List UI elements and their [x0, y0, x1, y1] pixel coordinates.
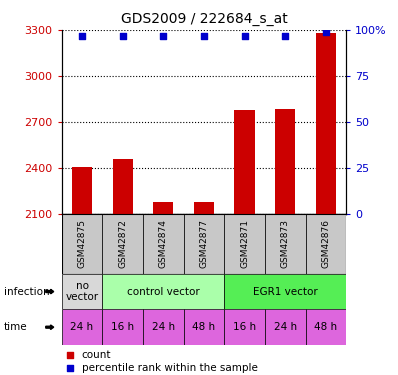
Bar [102, 214, 143, 274]
Bar [194, 201, 214, 375]
Text: 24 h: 24 h [152, 322, 175, 332]
Text: GSM42874: GSM42874 [159, 219, 168, 268]
Bar [306, 214, 346, 274]
Text: 24 h: 24 h [274, 322, 297, 332]
Text: GSM42876: GSM42876 [322, 219, 330, 268]
Text: GSM42871: GSM42871 [240, 219, 249, 268]
Bar [265, 214, 306, 274]
Point [242, 33, 248, 39]
Bar [183, 309, 224, 345]
Text: count: count [82, 350, 111, 360]
Text: EGR1 vector: EGR1 vector [253, 286, 318, 297]
Bar [153, 202, 174, 375]
Text: percentile rank within the sample: percentile rank within the sample [82, 363, 258, 373]
Text: GSM42872: GSM42872 [118, 219, 127, 268]
Bar [183, 214, 224, 274]
Bar [275, 109, 295, 375]
Point [79, 33, 85, 39]
Bar [62, 214, 102, 274]
Bar [265, 309, 306, 345]
Text: 24 h: 24 h [70, 322, 94, 332]
Bar [62, 309, 102, 345]
Bar [62, 274, 102, 309]
Title: GDS2009 / 222684_s_at: GDS2009 / 222684_s_at [121, 12, 287, 26]
Point [67, 352, 73, 358]
Text: time: time [4, 322, 27, 332]
Text: no
vector: no vector [65, 281, 99, 302]
Point [67, 365, 73, 371]
Point [119, 33, 126, 39]
Text: 48 h: 48 h [192, 322, 216, 332]
Text: 16 h: 16 h [233, 322, 256, 332]
Point [323, 29, 329, 35]
Text: GSM42873: GSM42873 [281, 219, 290, 268]
Point [160, 33, 166, 39]
Bar [143, 214, 183, 274]
Bar [72, 167, 92, 375]
Text: 16 h: 16 h [111, 322, 134, 332]
Text: 48 h: 48 h [314, 322, 338, 332]
Bar [224, 309, 265, 345]
Text: control vector: control vector [127, 286, 200, 297]
Bar [224, 274, 346, 309]
Bar [234, 110, 255, 375]
Point [201, 33, 207, 39]
Text: GSM42877: GSM42877 [199, 219, 209, 268]
Bar [102, 274, 224, 309]
Bar [143, 309, 183, 345]
Text: GSM42875: GSM42875 [78, 219, 86, 268]
Text: infection: infection [4, 286, 50, 297]
Bar [306, 309, 346, 345]
Point [282, 33, 289, 39]
Bar [316, 33, 336, 375]
Bar [224, 214, 265, 274]
Bar [113, 159, 133, 375]
Bar [102, 309, 143, 345]
